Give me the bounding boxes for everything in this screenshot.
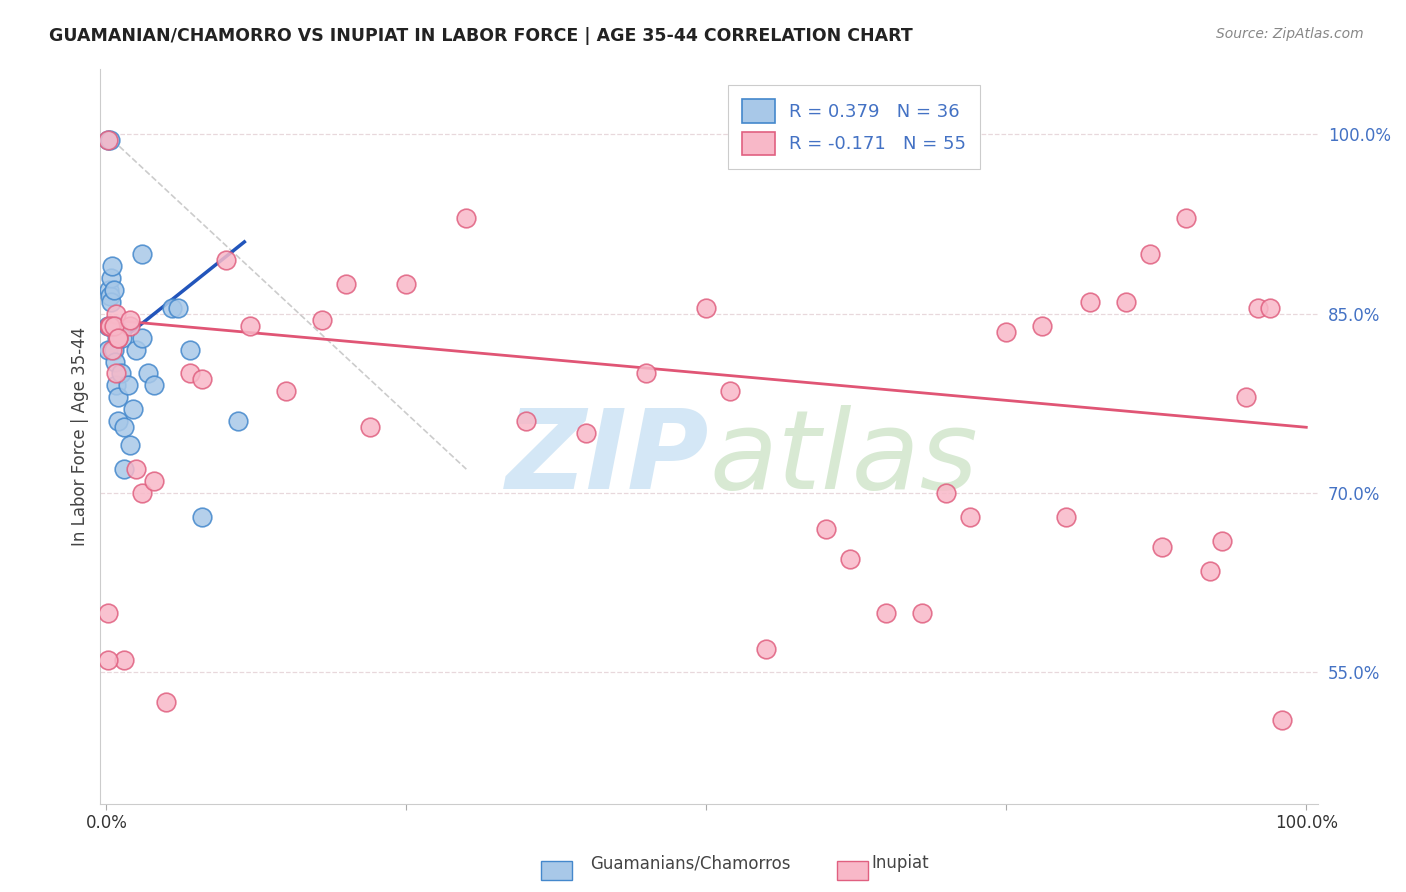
Point: [839, 551, 862, 566]
Point: [120, 312, 142, 326]
Point: [718, 384, 741, 399]
Point: [179, 367, 201, 381]
Point: [104, 307, 127, 321]
Point: [359, 420, 381, 434]
Y-axis label: In Labor Force | Age 35-44: In Labor Force | Age 35-44: [72, 326, 89, 546]
Point: [111, 330, 134, 344]
Point: [103, 343, 125, 357]
Point: [276, 384, 298, 399]
Point: [131, 330, 153, 344]
Point: [515, 414, 537, 428]
Point: [755, 641, 778, 656]
Point: [311, 312, 333, 326]
Point: [96, 133, 118, 147]
Point: [97, 318, 120, 333]
Point: [96, 318, 118, 333]
Point: [143, 474, 166, 488]
Text: atlas: atlas: [709, 405, 979, 512]
Point: [107, 330, 129, 344]
Point: [395, 277, 418, 291]
Point: [104, 367, 127, 381]
Point: [103, 318, 125, 333]
Point: [911, 606, 934, 620]
Point: [105, 330, 128, 344]
Point: [1115, 294, 1137, 309]
Point: [97, 283, 120, 297]
Point: [815, 522, 838, 536]
Point: [98, 289, 121, 303]
Text: GUAMANIAN/CHAMORRO VS INUPIAT IN LABOR FORCE | AGE 35-44 CORRELATION CHART: GUAMANIAN/CHAMORRO VS INUPIAT IN LABOR F…: [49, 27, 912, 45]
Legend: R = 0.379   N = 36, R = -0.171   N = 55: R = 0.379 N = 36, R = -0.171 N = 55: [727, 85, 980, 169]
Point: [875, 606, 897, 620]
Point: [112, 420, 135, 434]
Point: [96, 343, 118, 357]
Point: [112, 653, 135, 667]
Point: [1152, 540, 1174, 554]
Point: [104, 354, 127, 368]
Point: [138, 367, 160, 381]
Text: Source: ZipAtlas.com: Source: ZipAtlas.com: [1216, 27, 1364, 41]
Point: [228, 414, 250, 428]
Point: [107, 390, 129, 404]
Point: [239, 318, 262, 333]
Point: [695, 301, 717, 315]
Point: [120, 318, 142, 333]
Point: [98, 318, 121, 333]
Point: [104, 378, 127, 392]
Point: [1247, 301, 1270, 315]
Point: [335, 277, 357, 291]
Point: [98, 133, 121, 147]
Point: [191, 372, 214, 386]
Point: [1271, 713, 1294, 727]
Point: [935, 486, 957, 500]
Point: [1054, 510, 1077, 524]
Point: [101, 343, 124, 357]
Point: [1078, 294, 1101, 309]
Point: [104, 318, 127, 333]
Point: [101, 318, 124, 333]
Point: [1211, 533, 1233, 548]
Point: [112, 462, 135, 476]
Point: [162, 301, 184, 315]
Point: [179, 343, 201, 357]
Point: [125, 343, 148, 357]
Text: ZIP: ZIP: [506, 405, 709, 512]
Point: [131, 486, 153, 500]
Point: [98, 318, 121, 333]
Point: [1199, 564, 1222, 578]
Point: [97, 318, 120, 333]
Point: [143, 378, 166, 392]
Point: [107, 414, 129, 428]
Point: [456, 211, 478, 225]
Point: [167, 301, 190, 315]
Point: [107, 330, 129, 344]
Point: [121, 402, 143, 417]
Point: [120, 438, 142, 452]
Point: [636, 367, 658, 381]
Text: Inupiat: Inupiat: [872, 855, 929, 872]
Point: [995, 325, 1018, 339]
Point: [215, 252, 238, 267]
Point: [1234, 390, 1257, 404]
Point: [125, 462, 148, 476]
Point: [100, 270, 122, 285]
Point: [131, 247, 153, 261]
Point: [1139, 247, 1161, 261]
Point: [101, 259, 124, 273]
Point: [191, 510, 214, 524]
Text: Guamanians/Chamorros: Guamanians/Chamorros: [591, 855, 792, 872]
Point: [1031, 318, 1053, 333]
Point: [96, 606, 118, 620]
Point: [959, 510, 981, 524]
Point: [117, 378, 139, 392]
Point: [1175, 211, 1198, 225]
Point: [110, 367, 132, 381]
Point: [96, 653, 118, 667]
Point: [96, 133, 118, 147]
Point: [155, 695, 177, 709]
Point: [1258, 301, 1281, 315]
Point: [100, 294, 122, 309]
Point: [103, 283, 125, 297]
Point: [575, 426, 598, 441]
